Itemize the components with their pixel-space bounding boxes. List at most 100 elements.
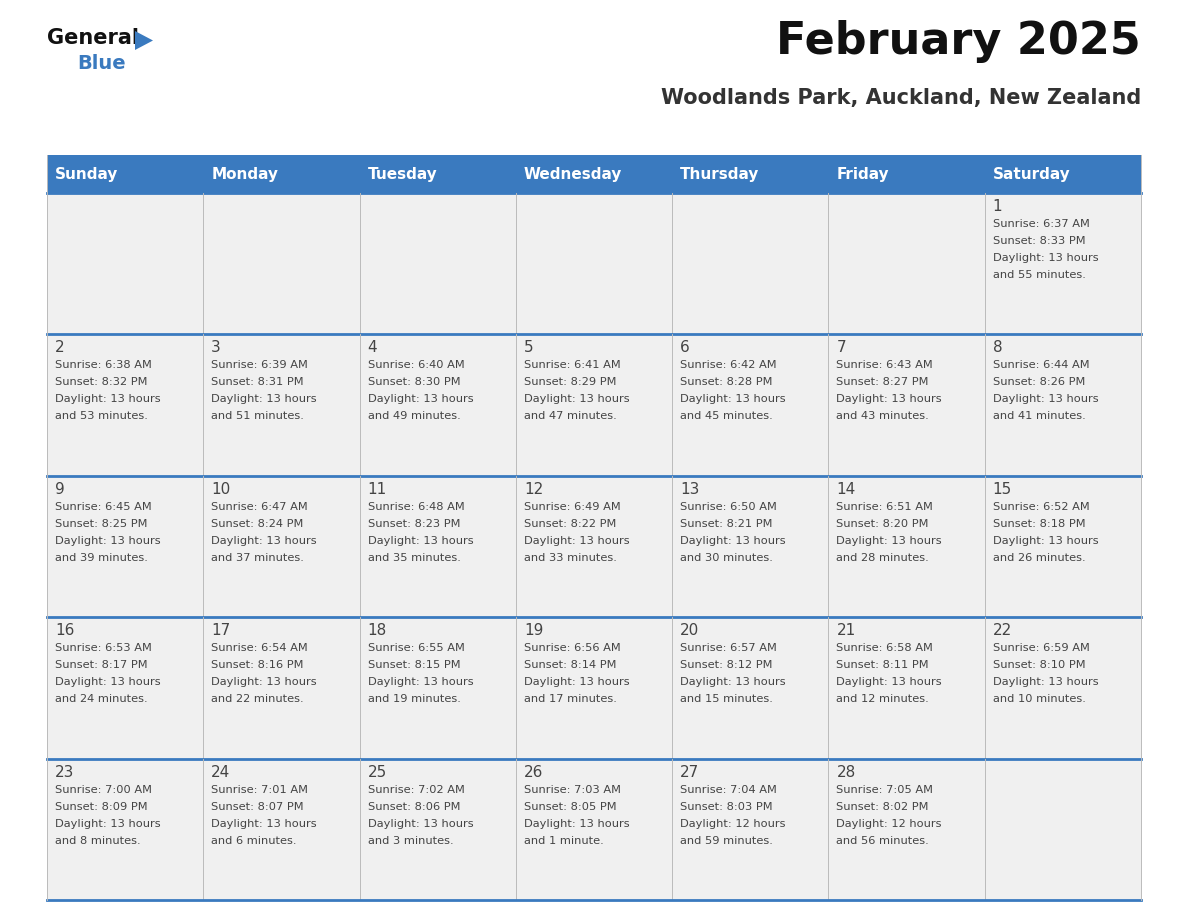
- Text: Daylight: 13 hours: Daylight: 13 hours: [367, 395, 473, 405]
- Bar: [672, 476, 828, 617]
- Text: Sunset: 8:07 PM: Sunset: 8:07 PM: [211, 801, 304, 812]
- Text: and 56 minutes.: and 56 minutes.: [836, 835, 929, 845]
- Text: and 41 minutes.: and 41 minutes.: [993, 411, 1086, 421]
- Text: Sunrise: 6:40 AM: Sunrise: 6:40 AM: [367, 361, 465, 370]
- Text: Wednesday: Wednesday: [524, 166, 623, 182]
- Text: Sunset: 8:16 PM: Sunset: 8:16 PM: [211, 660, 304, 670]
- Bar: [360, 758, 516, 900]
- Bar: [203, 758, 360, 900]
- Text: and 47 minutes.: and 47 minutes.: [524, 411, 617, 421]
- Bar: [516, 758, 672, 900]
- Text: Sunrise: 6:57 AM: Sunrise: 6:57 AM: [681, 644, 777, 654]
- Text: Sunset: 8:31 PM: Sunset: 8:31 PM: [211, 377, 304, 387]
- Bar: [672, 758, 828, 900]
- Text: Monday: Monday: [211, 166, 278, 182]
- Text: Sunrise: 6:47 AM: Sunrise: 6:47 AM: [211, 502, 308, 512]
- Text: 10: 10: [211, 482, 230, 497]
- Bar: [828, 476, 985, 617]
- Text: 18: 18: [367, 623, 387, 638]
- Text: and 26 minutes.: and 26 minutes.: [993, 553, 1086, 563]
- Bar: [48, 155, 1140, 193]
- Text: 7: 7: [836, 341, 846, 355]
- Text: Sunrise: 7:03 AM: Sunrise: 7:03 AM: [524, 785, 621, 795]
- Text: Sunrise: 6:54 AM: Sunrise: 6:54 AM: [211, 644, 308, 654]
- Text: Sunset: 8:06 PM: Sunset: 8:06 PM: [367, 801, 460, 812]
- Text: Sunrise: 7:04 AM: Sunrise: 7:04 AM: [681, 785, 777, 795]
- Text: Daylight: 13 hours: Daylight: 13 hours: [524, 536, 630, 546]
- Text: Tuesday: Tuesday: [367, 166, 437, 182]
- Bar: [516, 476, 672, 617]
- Bar: [516, 617, 672, 758]
- Bar: [828, 617, 985, 758]
- Text: Sunrise: 6:59 AM: Sunrise: 6:59 AM: [993, 644, 1089, 654]
- Text: Sunrise: 6:48 AM: Sunrise: 6:48 AM: [367, 502, 465, 512]
- Text: Sunset: 8:02 PM: Sunset: 8:02 PM: [836, 801, 929, 812]
- Text: and 6 minutes.: and 6 minutes.: [211, 835, 297, 845]
- Text: Daylight: 13 hours: Daylight: 13 hours: [55, 536, 160, 546]
- Text: Daylight: 13 hours: Daylight: 13 hours: [55, 819, 160, 829]
- Text: and 33 minutes.: and 33 minutes.: [524, 553, 617, 563]
- Text: Daylight: 13 hours: Daylight: 13 hours: [55, 395, 160, 405]
- Text: Sunset: 8:17 PM: Sunset: 8:17 PM: [55, 660, 147, 670]
- Text: 6: 6: [681, 341, 690, 355]
- Text: Daylight: 13 hours: Daylight: 13 hours: [524, 395, 630, 405]
- Text: and 49 minutes.: and 49 minutes.: [367, 411, 460, 421]
- Bar: [985, 476, 1140, 617]
- Bar: [360, 617, 516, 758]
- Bar: [360, 476, 516, 617]
- Text: Sunrise: 6:41 AM: Sunrise: 6:41 AM: [524, 361, 620, 370]
- Text: and 17 minutes.: and 17 minutes.: [524, 694, 617, 704]
- Text: Sunset: 8:21 PM: Sunset: 8:21 PM: [681, 519, 772, 529]
- Text: 4: 4: [367, 341, 378, 355]
- Text: Daylight: 13 hours: Daylight: 13 hours: [993, 253, 1099, 263]
- Text: Sunrise: 6:50 AM: Sunrise: 6:50 AM: [681, 502, 777, 512]
- Text: Sunrise: 7:01 AM: Sunrise: 7:01 AM: [211, 785, 308, 795]
- Text: Daylight: 13 hours: Daylight: 13 hours: [836, 536, 942, 546]
- Bar: [48, 758, 203, 900]
- Text: 17: 17: [211, 623, 230, 638]
- Bar: [48, 476, 203, 617]
- Text: and 59 minutes.: and 59 minutes.: [681, 835, 773, 845]
- Text: Daylight: 13 hours: Daylight: 13 hours: [55, 677, 160, 688]
- Text: General: General: [48, 28, 139, 48]
- Text: Daylight: 13 hours: Daylight: 13 hours: [836, 677, 942, 688]
- Text: Sunset: 8:20 PM: Sunset: 8:20 PM: [836, 519, 929, 529]
- Text: Sunset: 8:12 PM: Sunset: 8:12 PM: [681, 660, 772, 670]
- Text: and 37 minutes.: and 37 minutes.: [211, 553, 304, 563]
- Text: Daylight: 13 hours: Daylight: 13 hours: [993, 677, 1099, 688]
- Text: and 3 minutes.: and 3 minutes.: [367, 835, 453, 845]
- Text: 2: 2: [55, 341, 64, 355]
- Text: Sunrise: 6:55 AM: Sunrise: 6:55 AM: [367, 644, 465, 654]
- Bar: [828, 334, 985, 476]
- Text: Daylight: 12 hours: Daylight: 12 hours: [836, 819, 942, 829]
- Text: Blue: Blue: [77, 54, 126, 73]
- Text: Daylight: 13 hours: Daylight: 13 hours: [681, 536, 785, 546]
- Text: Daylight: 13 hours: Daylight: 13 hours: [993, 395, 1099, 405]
- Text: 14: 14: [836, 482, 855, 497]
- Text: 1: 1: [993, 199, 1003, 214]
- Text: Daylight: 13 hours: Daylight: 13 hours: [211, 395, 317, 405]
- Text: Daylight: 13 hours: Daylight: 13 hours: [993, 536, 1099, 546]
- Text: Sunset: 8:03 PM: Sunset: 8:03 PM: [681, 801, 772, 812]
- Text: Sunrise: 6:43 AM: Sunrise: 6:43 AM: [836, 361, 934, 370]
- Text: Daylight: 13 hours: Daylight: 13 hours: [681, 677, 785, 688]
- Text: Sunset: 8:18 PM: Sunset: 8:18 PM: [993, 519, 1086, 529]
- Text: 8: 8: [993, 341, 1003, 355]
- Text: and 8 minutes.: and 8 minutes.: [55, 835, 140, 845]
- Text: 28: 28: [836, 765, 855, 779]
- Bar: [203, 617, 360, 758]
- Text: February 2025: February 2025: [776, 20, 1140, 63]
- Text: and 1 minute.: and 1 minute.: [524, 835, 604, 845]
- Text: and 55 minutes.: and 55 minutes.: [993, 270, 1086, 280]
- Text: and 12 minutes.: and 12 minutes.: [836, 694, 929, 704]
- Bar: [48, 334, 203, 476]
- Bar: [985, 193, 1140, 334]
- Bar: [48, 617, 203, 758]
- Bar: [203, 334, 360, 476]
- Text: Sunrise: 7:05 AM: Sunrise: 7:05 AM: [836, 785, 934, 795]
- Text: Sunrise: 6:58 AM: Sunrise: 6:58 AM: [836, 644, 934, 654]
- Text: 9: 9: [55, 482, 65, 497]
- Text: 15: 15: [993, 482, 1012, 497]
- Bar: [828, 193, 985, 334]
- Text: 27: 27: [681, 765, 700, 779]
